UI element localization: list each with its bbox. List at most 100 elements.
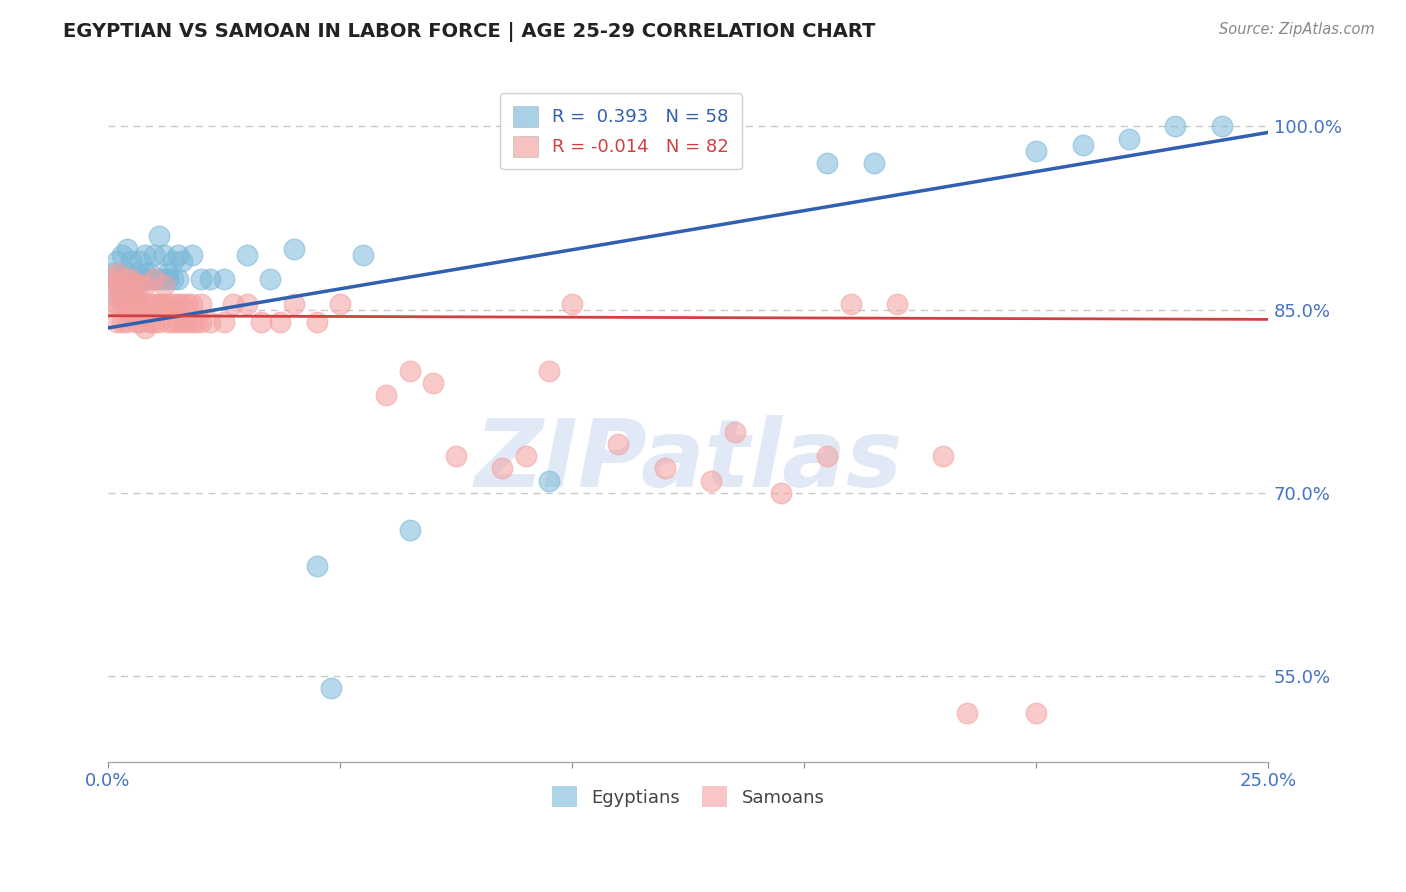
Point xyxy=(152,296,174,310)
Point xyxy=(444,450,467,464)
Point xyxy=(172,296,194,310)
Point xyxy=(491,461,513,475)
Point xyxy=(120,309,142,323)
Point xyxy=(186,315,208,329)
Point xyxy=(120,290,142,304)
Point xyxy=(157,272,180,286)
Point xyxy=(1164,120,1187,134)
Point xyxy=(115,285,138,299)
Point xyxy=(176,315,198,329)
Point xyxy=(329,296,352,310)
Point xyxy=(101,296,124,310)
Point xyxy=(105,290,128,304)
Point xyxy=(162,296,184,310)
Point xyxy=(143,247,166,261)
Point xyxy=(105,278,128,293)
Point xyxy=(886,296,908,310)
Point xyxy=(129,315,152,329)
Text: ZIPatlas: ZIPatlas xyxy=(474,415,903,507)
Point xyxy=(111,296,134,310)
Point xyxy=(111,247,134,261)
Point xyxy=(129,253,152,268)
Point xyxy=(305,559,328,574)
Point xyxy=(143,272,166,286)
Point xyxy=(269,315,291,329)
Point xyxy=(422,376,444,390)
Point xyxy=(319,681,342,696)
Point xyxy=(115,266,138,280)
Point xyxy=(148,315,170,329)
Point xyxy=(166,272,188,286)
Point xyxy=(139,296,162,310)
Point xyxy=(125,290,148,304)
Point xyxy=(190,272,212,286)
Point xyxy=(125,272,148,286)
Point xyxy=(115,242,138,256)
Point xyxy=(1025,706,1047,720)
Point xyxy=(115,302,138,317)
Point xyxy=(120,253,142,268)
Point xyxy=(305,315,328,329)
Point xyxy=(111,290,134,304)
Point xyxy=(101,278,124,293)
Point xyxy=(222,296,245,310)
Point xyxy=(134,266,156,280)
Point xyxy=(134,272,156,286)
Point xyxy=(932,450,955,464)
Point xyxy=(152,247,174,261)
Point xyxy=(129,278,152,293)
Point xyxy=(250,315,273,329)
Point xyxy=(166,296,188,310)
Point xyxy=(115,272,138,286)
Point xyxy=(236,247,259,261)
Point xyxy=(152,278,174,293)
Point xyxy=(198,315,221,329)
Point xyxy=(1071,137,1094,152)
Point xyxy=(955,706,977,720)
Legend: Egyptians, Samoans: Egyptians, Samoans xyxy=(544,779,832,814)
Point xyxy=(101,272,124,286)
Point xyxy=(120,272,142,286)
Point xyxy=(129,296,152,310)
Point xyxy=(166,315,188,329)
Point xyxy=(1211,120,1233,134)
Point xyxy=(125,315,148,329)
Point xyxy=(105,315,128,329)
Point xyxy=(143,296,166,310)
Point xyxy=(537,364,560,378)
Point xyxy=(148,229,170,244)
Point xyxy=(134,247,156,261)
Point xyxy=(1118,131,1140,145)
Point xyxy=(190,296,212,310)
Point xyxy=(166,247,188,261)
Point xyxy=(283,296,305,310)
Point xyxy=(198,272,221,286)
Point xyxy=(172,315,194,329)
Point xyxy=(515,450,537,464)
Point xyxy=(180,296,202,310)
Point xyxy=(769,486,792,500)
Point xyxy=(180,315,202,329)
Point xyxy=(125,278,148,293)
Point xyxy=(352,247,374,261)
Point xyxy=(815,450,838,464)
Point xyxy=(162,315,184,329)
Point xyxy=(115,272,138,286)
Point xyxy=(375,388,398,402)
Point xyxy=(815,156,838,170)
Point xyxy=(723,425,745,439)
Point xyxy=(120,290,142,304)
Point xyxy=(105,253,128,268)
Point xyxy=(700,474,723,488)
Point xyxy=(129,272,152,286)
Point xyxy=(157,315,180,329)
Point xyxy=(236,296,259,310)
Point xyxy=(148,296,170,310)
Point xyxy=(157,296,180,310)
Point xyxy=(105,266,128,280)
Point xyxy=(134,321,156,335)
Point xyxy=(101,266,124,280)
Point xyxy=(101,272,124,286)
Point xyxy=(143,315,166,329)
Point xyxy=(105,296,128,310)
